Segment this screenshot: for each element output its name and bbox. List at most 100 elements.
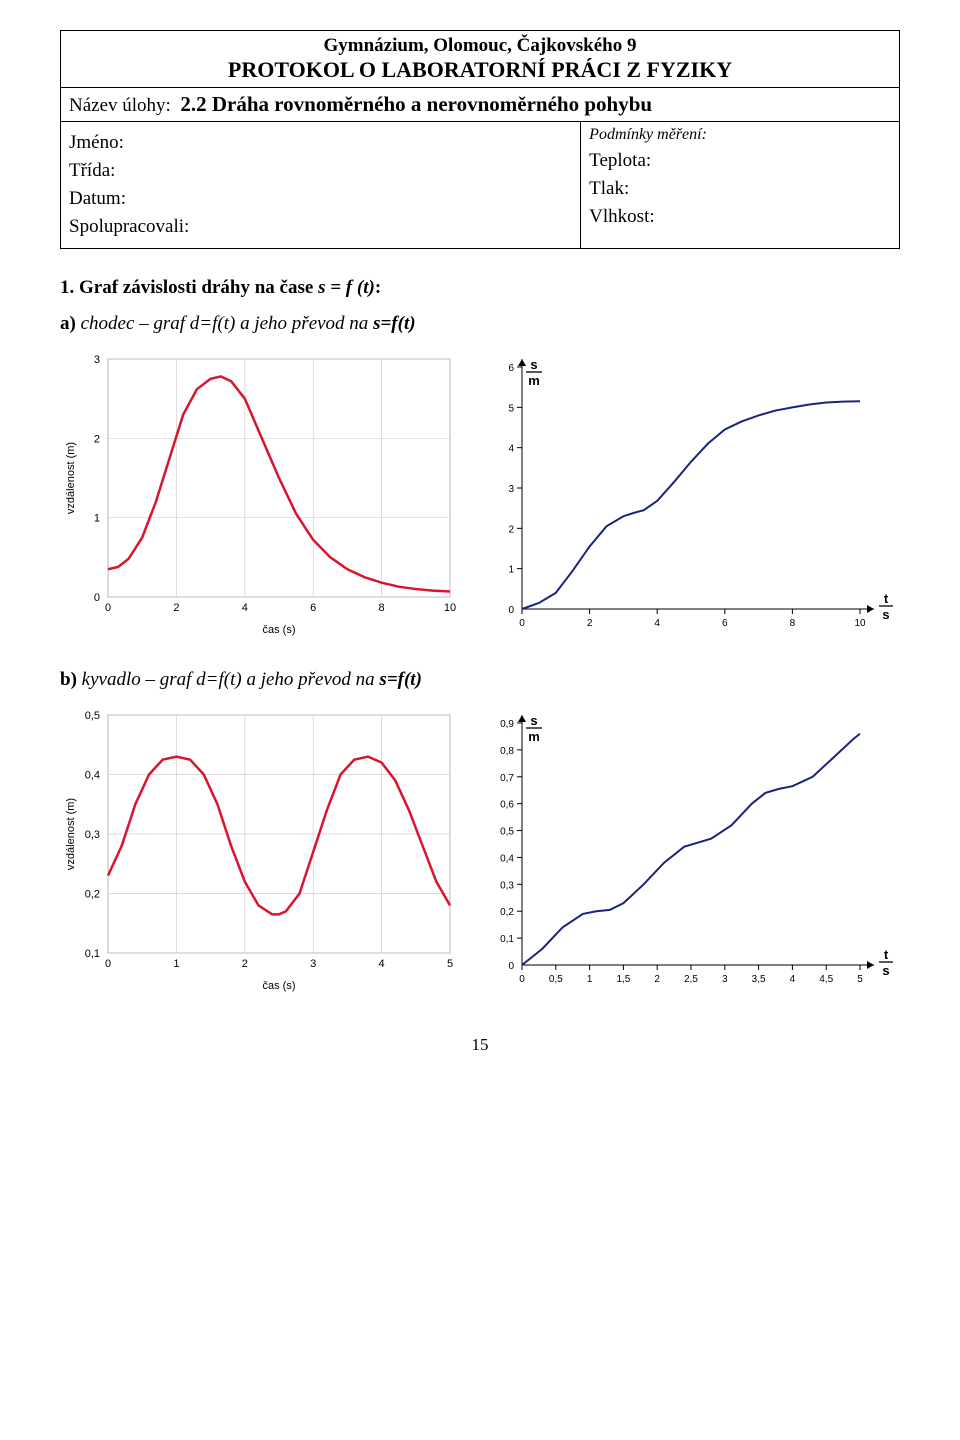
chart-row-b: 0 1 2 3 4 5 0,1 0,2 0,3 0,4 0,5 čas (s) vzdálenost (… xyxy=(60,705,900,995)
svg-text:0,2: 0,2 xyxy=(85,889,100,901)
task-title: 2.2 Dráha rovnoměrného a nerovnoměrného … xyxy=(180,92,652,116)
svg-text:0,6: 0,6 xyxy=(500,800,514,811)
svg-text:čas (s): čas (s) xyxy=(263,624,296,636)
svg-text:m: m xyxy=(528,729,540,744)
sub-b-var: s=f(t) xyxy=(379,669,421,690)
svg-text:vzdálenost (m): vzdálenost (m) xyxy=(65,442,77,514)
task-row: Název úlohy: 2.2 Dráha rovnoměrného a ne… xyxy=(61,88,900,122)
svg-text:0,1: 0,1 xyxy=(85,948,100,960)
svg-text:čas (s): čas (s) xyxy=(263,980,296,992)
svg-text:10: 10 xyxy=(854,618,866,629)
svg-text:3: 3 xyxy=(94,354,100,366)
svg-text:0,5: 0,5 xyxy=(549,974,563,985)
sub-b-body: kyvadlo – graf d=f(t) a jeho převod na xyxy=(77,669,380,690)
protocol-title: PROTOKOL O LABORATORNÍ PRÁCI Z FYZIKY xyxy=(69,57,891,83)
svg-text:2: 2 xyxy=(94,433,100,445)
sub-a-body: chodec – graf d=f(t) a jeho převod na xyxy=(76,313,373,334)
subsection-b: b) kyvadlo – graf d=f(t) a jeho převod n… xyxy=(60,669,900,691)
svg-text:4: 4 xyxy=(508,444,514,455)
field-trida: Třída: xyxy=(69,160,572,182)
svg-text:0,5: 0,5 xyxy=(85,710,100,722)
svg-text:0,5: 0,5 xyxy=(500,827,514,838)
svg-text:6: 6 xyxy=(508,363,514,374)
svg-text:0,7: 0,7 xyxy=(500,773,514,784)
sub-a-lead: a) xyxy=(60,313,76,334)
svg-text:4,5: 4,5 xyxy=(819,974,833,985)
svg-text:6: 6 xyxy=(310,602,316,614)
svg-text:6: 6 xyxy=(722,618,728,629)
section-pre: Graf závislosti dráhy na čase xyxy=(79,277,318,298)
svg-text:0: 0 xyxy=(94,592,100,604)
school-name: Gymnázium, Olomouc, Čajkovského 9 xyxy=(69,35,891,57)
field-jmeno: Jméno: xyxy=(69,132,572,154)
svg-text:vzdálenost (m): vzdálenost (m) xyxy=(65,798,77,870)
svg-text:0,3: 0,3 xyxy=(85,829,100,841)
chart-a-left: 0 2 4 6 8 10 0 1 2 3 čas (s) vzdálenost (m) xyxy=(60,349,460,639)
svg-text:0: 0 xyxy=(508,961,514,972)
svg-text:1: 1 xyxy=(173,958,179,970)
section-post: : xyxy=(375,277,381,298)
chart-a-right: 02468101234560smts xyxy=(480,349,900,639)
field-vlhkost: Vlhkost: xyxy=(589,206,891,228)
svg-text:3: 3 xyxy=(722,974,728,985)
svg-text:8: 8 xyxy=(379,602,385,614)
svg-text:2: 2 xyxy=(654,974,660,985)
svg-text:0,2: 0,2 xyxy=(500,907,514,918)
svg-text:0,8: 0,8 xyxy=(500,746,514,757)
svg-text:s: s xyxy=(530,713,537,728)
svg-text:0,1: 0,1 xyxy=(500,934,514,945)
svg-text:3: 3 xyxy=(310,958,316,970)
svg-text:1: 1 xyxy=(508,565,514,576)
svg-text:1: 1 xyxy=(587,974,593,985)
svg-text:3: 3 xyxy=(508,484,514,495)
subsection-a: a) chodec – graf d=f(t) a jeho převod na… xyxy=(60,313,900,335)
section-1-title: 1. Graf závislosti dráhy na čase s = f (… xyxy=(60,277,900,299)
svg-text:5: 5 xyxy=(508,403,514,414)
svg-text:4: 4 xyxy=(242,602,248,614)
task-label: Název úlohy: xyxy=(69,95,171,116)
section-fn: s = f (t) xyxy=(318,277,375,298)
svg-text:2: 2 xyxy=(587,618,593,629)
svg-text:0: 0 xyxy=(519,974,525,985)
svg-text:2: 2 xyxy=(173,602,179,614)
section-num: 1. xyxy=(60,277,74,298)
svg-text:2: 2 xyxy=(508,524,514,535)
field-tlak: Tlak: xyxy=(589,178,891,200)
svg-text:8: 8 xyxy=(790,618,796,629)
svg-text:s: s xyxy=(882,607,889,622)
svg-text:3,5: 3,5 xyxy=(752,974,766,985)
svg-text:0,9: 0,9 xyxy=(500,719,514,730)
svg-text:4: 4 xyxy=(654,618,660,629)
protocol-header-table: Gymnázium, Olomouc, Čajkovského 9 PROTOK… xyxy=(60,30,900,249)
sub-a-var: s=f(t) xyxy=(373,313,415,334)
svg-text:0,4: 0,4 xyxy=(500,853,514,864)
svg-text:2,5: 2,5 xyxy=(684,974,698,985)
field-teplota: Teplota: xyxy=(589,150,891,172)
field-datum: Datum: xyxy=(69,188,572,210)
svg-text:5: 5 xyxy=(447,958,453,970)
chart-b-right: 00,511,522,533,544,550,10,20,30,40,50,60… xyxy=(480,705,900,995)
svg-text:t: t xyxy=(884,591,889,606)
field-spolupracovali: Spolupracovali: xyxy=(69,216,572,238)
svg-text:1,5: 1,5 xyxy=(616,974,630,985)
svg-text:s: s xyxy=(530,357,537,372)
page-number: 15 xyxy=(60,1035,900,1055)
svg-text:4: 4 xyxy=(379,958,385,970)
conditions-label: Podmínky měření: xyxy=(589,126,891,144)
left-fields-cell: Jméno: Třída: Datum: Spolupracovali: xyxy=(61,122,581,249)
svg-text:0: 0 xyxy=(519,618,525,629)
svg-text:t: t xyxy=(884,947,889,962)
svg-text:5: 5 xyxy=(857,974,863,985)
svg-text:1: 1 xyxy=(94,513,100,525)
svg-text:m: m xyxy=(528,373,540,388)
svg-text:0: 0 xyxy=(508,605,514,616)
right-fields-cell: Podmínky měření: Teplota: Tlak: Vlhkost: xyxy=(581,122,900,249)
sub-b-lead: b) xyxy=(60,669,77,690)
svg-text:10: 10 xyxy=(444,602,456,614)
svg-text:s: s xyxy=(882,963,889,978)
svg-text:0,3: 0,3 xyxy=(500,880,514,891)
svg-text:0: 0 xyxy=(105,958,111,970)
chart-b-left: 0123450,10,20,30,40,5čas (s)vzdálenost (… xyxy=(60,705,460,995)
svg-text:0: 0 xyxy=(105,602,111,614)
header-cell-top: Gymnázium, Olomouc, Čajkovského 9 PROTOK… xyxy=(61,31,900,88)
